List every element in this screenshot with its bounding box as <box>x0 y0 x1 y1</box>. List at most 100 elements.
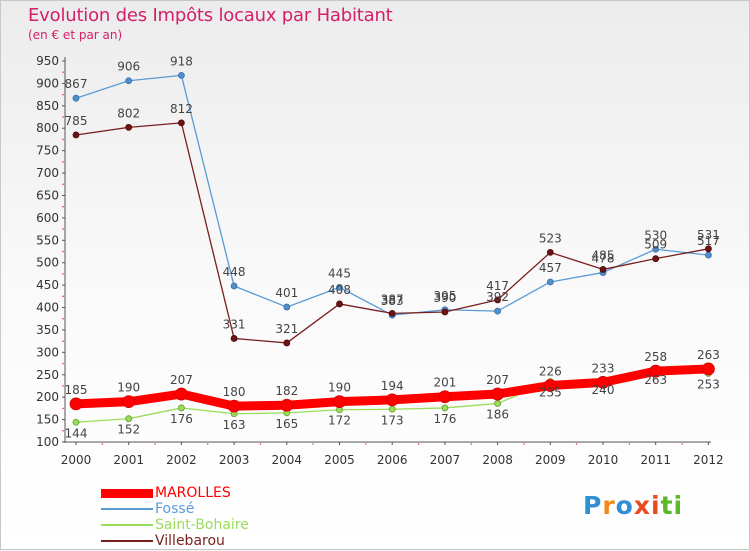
data-label: 383 <box>381 294 404 308</box>
data-point <box>546 278 554 286</box>
data-label: 390 <box>433 291 456 305</box>
data-label: 802 <box>117 106 140 120</box>
x-tick-label: 2003 <box>219 453 250 467</box>
y-minor-tick <box>62 429 64 432</box>
data-point <box>227 399 241 413</box>
data-label: 207 <box>486 373 509 387</box>
data-point <box>280 398 294 412</box>
x-tick-label: 2005 <box>324 453 355 467</box>
y-minor-tick <box>62 362 64 365</box>
data-label: 185 <box>65 383 88 397</box>
x-minor-tick <box>523 443 525 445</box>
data-point <box>494 400 502 407</box>
y-minor-tick <box>62 138 64 141</box>
x-minor-tick <box>259 443 262 445</box>
x-minor-tick <box>681 443 683 445</box>
y-tick-label: 650 <box>36 188 59 202</box>
data-point <box>649 364 663 378</box>
x-tick-label: 2007 <box>430 453 461 467</box>
data-point <box>283 303 291 311</box>
data-label: 457 <box>539 261 562 275</box>
y-tick-label: 900 <box>36 76 59 90</box>
x-minor-tick <box>417 443 420 445</box>
data-label: 509 <box>644 238 667 252</box>
data-point <box>336 283 343 291</box>
logo-char: t <box>660 491 674 520</box>
data-point <box>702 362 715 376</box>
chart-title: Evolution des Impôts locaux par Habitant <box>28 5 393 26</box>
data-label: 194 <box>381 379 404 393</box>
data-label: 485 <box>592 248 615 262</box>
y-tick-label: 700 <box>36 166 59 180</box>
legend-item: Fossé <box>101 501 249 517</box>
y-minor-tick <box>62 205 64 208</box>
data-point <box>177 404 185 412</box>
y-tick-label: 400 <box>36 301 59 315</box>
data-label: 408 <box>328 283 351 297</box>
data-label: 401 <box>275 286 298 300</box>
data-label: 263 <box>644 373 667 387</box>
x-minor-tick <box>101 443 104 445</box>
y-minor-tick <box>62 71 64 74</box>
data-point <box>705 251 712 259</box>
data-point <box>122 395 136 409</box>
data-label: 180 <box>223 385 246 399</box>
y-minor-tick <box>62 340 64 342</box>
y-minor-tick <box>62 228 64 230</box>
y-minor-tick <box>62 161 64 163</box>
y-minor-tick <box>62 317 64 320</box>
data-label: 918 <box>170 54 193 68</box>
legend-item: Villebarou <box>101 533 249 549</box>
data-label: 207 <box>170 373 193 387</box>
data-label: 233 <box>592 361 615 375</box>
data-point <box>125 77 133 85</box>
legend-swatch <box>101 540 153 542</box>
logo-char: i <box>673 491 684 520</box>
legend-swatch <box>101 488 153 498</box>
x-minor-tick <box>628 443 631 445</box>
data-label: 163 <box>223 418 246 432</box>
data-point <box>125 123 133 131</box>
data-point <box>494 296 502 304</box>
logo-char: i <box>651 491 661 520</box>
x-tick-label: 2012 <box>693 453 724 467</box>
series-line-villebarou <box>75 122 710 344</box>
y-tick-label: 100 <box>36 435 59 449</box>
data-label: 240 <box>592 383 615 397</box>
chart-subtitle: (en € et par an) <box>28 28 123 42</box>
data-point <box>230 282 238 290</box>
data-label: 144 <box>65 426 88 440</box>
data-point <box>388 405 396 413</box>
x-tick-label: 2010 <box>588 453 619 467</box>
data-point <box>543 379 557 392</box>
data-label: 253 <box>697 377 720 391</box>
legend-label: Saint-Bohaire <box>155 517 249 533</box>
data-label: 226 <box>539 365 562 379</box>
data-label: 263 <box>697 348 720 362</box>
data-label: 176 <box>170 412 193 426</box>
data-point <box>72 94 80 102</box>
data-point <box>174 387 188 401</box>
data-point <box>385 393 399 407</box>
data-point <box>441 404 449 412</box>
data-point <box>72 418 80 426</box>
legend: MAROLLES Fossé Saint-Bohaire Villebarou <box>101 485 249 549</box>
y-tick-label: 950 <box>36 54 59 68</box>
data-point <box>441 308 449 316</box>
y-tick-label: 150 <box>36 413 59 427</box>
data-point <box>333 395 346 409</box>
y-minor-tick <box>62 250 64 253</box>
data-label: 445 <box>328 266 351 280</box>
data-label: 530 <box>644 228 667 242</box>
data-label: 172 <box>328 414 351 428</box>
data-point <box>230 335 238 342</box>
data-label: 812 <box>170 102 193 116</box>
data-point <box>438 390 452 404</box>
legend-label: MAROLLES <box>155 485 231 501</box>
data-label: 387 <box>381 292 404 306</box>
data-label: 173 <box>381 413 404 427</box>
data-label: 186 <box>486 407 509 421</box>
legend-swatch <box>101 508 153 510</box>
y-tick-label: 550 <box>36 233 59 247</box>
